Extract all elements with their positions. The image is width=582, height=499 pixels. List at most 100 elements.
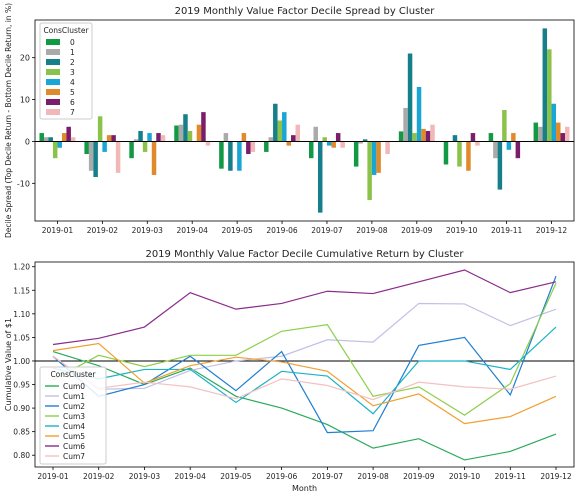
bar-mark — [322, 137, 326, 141]
bar-mark — [493, 141, 497, 158]
bar-mark — [408, 54, 412, 142]
x-tick-label: 2019-11 — [491, 226, 523, 235]
bar-mark — [552, 104, 556, 142]
bar-mark — [57, 141, 61, 147]
legend-title: ConsCluster — [43, 26, 89, 35]
bar-mark — [291, 135, 295, 141]
legend-label: Cum5 — [63, 432, 85, 441]
bar-mark — [457, 141, 461, 166]
bar-mark — [89, 141, 93, 170]
legend-label: Cum3 — [63, 412, 85, 421]
bar-mark — [269, 137, 273, 141]
series-line-cum5 — [53, 344, 556, 424]
bar-mark — [498, 141, 502, 189]
plot-frame — [35, 20, 574, 221]
legend-label: Cum4 — [63, 422, 85, 431]
line-chart-title: 2019 Monthly Value Factor Decile Cumulat… — [145, 249, 464, 260]
bar-mark — [453, 135, 457, 141]
y-tick-label: 1.20 — [13, 263, 30, 272]
bar-mark — [39, 133, 43, 141]
y-tick-label: 1.10 — [13, 310, 30, 319]
bar-mark — [444, 141, 448, 164]
x-tick-label: 2019-08 — [357, 472, 389, 481]
bar-mark — [111, 135, 115, 141]
bar-mark — [354, 141, 358, 166]
bar-mark — [102, 141, 106, 151]
bar-mark — [327, 141, 331, 145]
y-tick-label: 0 — [25, 137, 30, 146]
bar-mark — [489, 133, 493, 141]
bar-mark — [93, 141, 97, 177]
bar-mark — [273, 104, 277, 142]
x-tick-label: 2019-02 — [87, 226, 119, 235]
legend-title: ConsCluster — [50, 370, 96, 379]
legend-label: Cum6 — [63, 442, 85, 451]
y-tick-label: 1.00 — [13, 357, 30, 366]
y-tick-label: 1.05 — [13, 333, 30, 342]
legend-swatch — [46, 49, 60, 55]
bar-mark — [296, 125, 300, 142]
plot-frame — [35, 262, 574, 467]
bar-chart: 2019 Monthly Value Factor Decile Spread … — [4, 3, 574, 238]
bar-mark — [561, 133, 565, 141]
legend-swatch — [46, 109, 60, 115]
bar-mark — [507, 141, 511, 149]
x-tick-label: 2019-01 — [42, 226, 74, 235]
bar-mark — [417, 87, 421, 141]
bar-mark — [282, 112, 286, 141]
bar-mark — [538, 127, 542, 142]
y-tick-label: 0.80 — [13, 451, 30, 460]
bar-mark — [143, 141, 147, 151]
bar-mark — [228, 141, 232, 170]
y-tick-label: 0.85 — [13, 428, 30, 437]
bar-mark — [98, 116, 102, 141]
legend-swatch — [46, 59, 60, 65]
bar-mark — [287, 141, 291, 145]
bar-mark — [543, 28, 547, 141]
legend-label: 0 — [70, 38, 75, 47]
bar-mark — [129, 141, 133, 158]
line-chart: 2019 Monthly Value Factor Decile Cumulat… — [4, 249, 574, 493]
series-line-cum4 — [53, 327, 556, 414]
bar-mark — [201, 112, 205, 141]
legend-label: Cum0 — [63, 382, 85, 391]
bar-mark — [71, 137, 75, 141]
bar-mark — [385, 141, 389, 154]
bar-mark — [246, 141, 250, 154]
bar-mark — [183, 114, 187, 141]
legend-label: Cum7 — [63, 452, 85, 461]
bar-mark — [502, 110, 506, 141]
bar-mark — [242, 133, 246, 141]
bar-mark — [48, 137, 52, 141]
bar-mark — [426, 131, 430, 141]
bar-mark — [264, 141, 268, 151]
y-tick-label: 0.90 — [13, 404, 30, 413]
bar-mark — [147, 133, 151, 141]
legend-label: 4 — [70, 78, 75, 87]
bar-mark — [197, 125, 201, 142]
series-line-cum3 — [53, 283, 556, 415]
x-tick-label: 2019-11 — [495, 472, 527, 481]
bar-mark — [399, 131, 403, 141]
bar-mark — [336, 133, 340, 141]
bar-mark — [174, 126, 178, 142]
bar-mark — [534, 123, 538, 142]
x-tick-label: 2019-08 — [356, 226, 388, 235]
y-axis-label: Cumulative Value of $1 — [4, 318, 13, 411]
legend-label: Cum1 — [63, 392, 85, 401]
bar-mark — [556, 123, 560, 142]
bar-mark — [62, 133, 66, 141]
series-line-cum0 — [53, 352, 556, 460]
x-tick-label: 2019-06 — [266, 226, 298, 235]
bar-mark — [372, 141, 376, 175]
x-tick-label: 2019-04 — [177, 226, 209, 235]
x-tick-label: 2019-01 — [37, 472, 69, 481]
bar-mark — [251, 141, 255, 151]
y-tick-label: 10 — [20, 96, 30, 105]
x-tick-label: 2019-06 — [266, 472, 298, 481]
x-tick-label: 2019-10 — [449, 472, 481, 481]
legend-label: 1 — [70, 48, 75, 57]
bar-mark — [309, 141, 313, 158]
bar-mark — [179, 125, 183, 142]
